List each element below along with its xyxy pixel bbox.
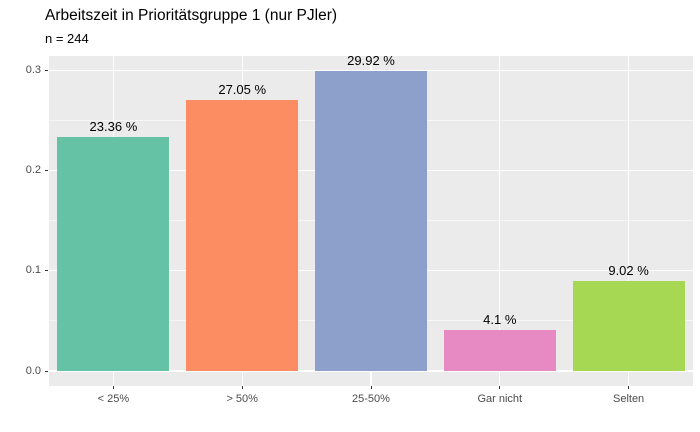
bar-value-label: 9.02 % (608, 262, 649, 278)
bar-value-label: 23.36 % (89, 118, 138, 134)
x-axis-label: > 50% (226, 393, 258, 405)
y-axis-label: 0.3 (25, 63, 41, 76)
x-tick-mark (241, 386, 243, 389)
chart-title: Arbeitszeit in Prioritätsgruppe 1 (nur P… (45, 7, 338, 24)
chart-subtitle: n = 244 (45, 31, 89, 46)
x-tick-mark (499, 386, 501, 389)
y-tick-mark (45, 169, 48, 171)
gridline-vertical (499, 56, 501, 386)
bar (443, 329, 556, 371)
bar-value-label: 29.92 % (347, 53, 395, 68)
y-axis-label: 0.2 (25, 163, 41, 176)
bar (57, 136, 170, 371)
bar (314, 71, 428, 371)
x-tick-mark (112, 386, 114, 389)
bar-value-label: 27.05 % (218, 81, 267, 97)
gridline-vertical (627, 56, 630, 386)
y-axis-label: 0.1 (25, 264, 41, 277)
bar-value-label: 4.1 % (483, 311, 517, 327)
y-axis-label: 0.0 (25, 364, 41, 377)
x-axis-label: Selten (612, 393, 645, 405)
plot-panel: 23.36 % 27.05 % 29.92 % 4.1 % 9.02 % (49, 53, 693, 386)
x-tick-mark (628, 386, 630, 389)
x-tick-mark (370, 386, 372, 389)
x-axis-label: < 25% (97, 393, 130, 405)
y-tick-mark (45, 270, 48, 272)
x-axis-label: Gar nicht (477, 393, 523, 405)
x-axis-label: 25-50% (352, 393, 390, 405)
bar (186, 99, 299, 371)
y-tick-mark (45, 69, 48, 71)
y-tick-mark (45, 370, 48, 372)
bar (572, 280, 685, 371)
